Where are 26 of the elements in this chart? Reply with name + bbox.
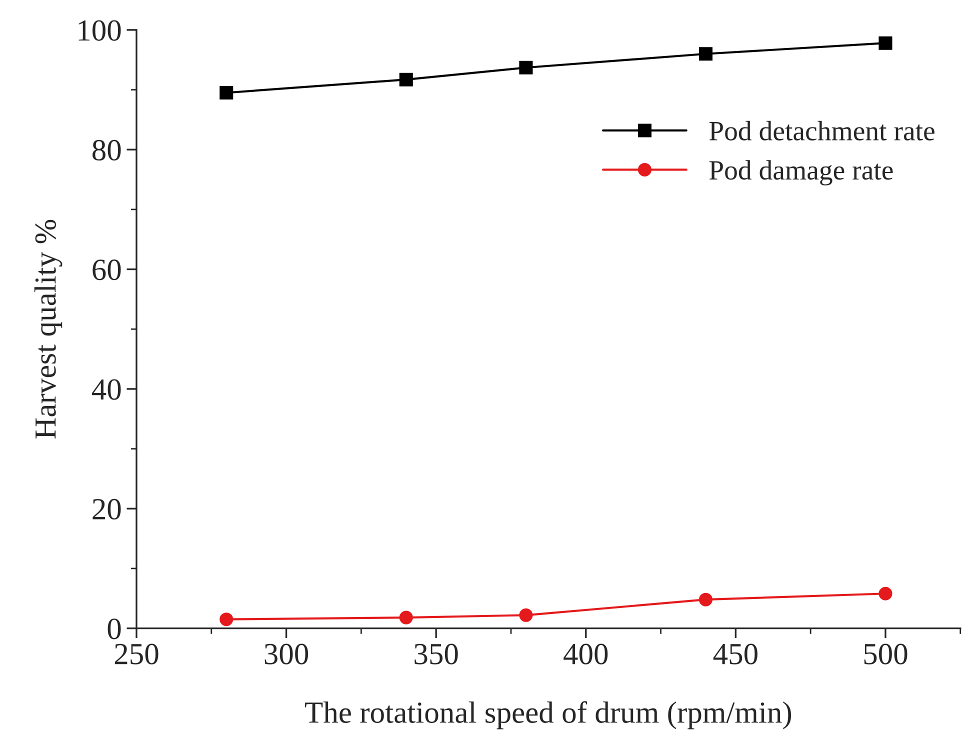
point bbox=[220, 86, 234, 100]
x-tick-label: 450 bbox=[713, 644, 758, 664]
x-tick-label: 350 bbox=[414, 644, 458, 664]
point bbox=[698, 592, 712, 606]
x-tick-label: 500 bbox=[864, 644, 908, 664]
x-tick-label: 300 bbox=[264, 644, 308, 664]
y-tick-label: 20 bbox=[92, 498, 121, 520]
point bbox=[399, 72, 413, 86]
y-tick-label: 0 bbox=[108, 618, 121, 640]
point bbox=[698, 47, 712, 61]
y-tick-label: 40 bbox=[92, 379, 121, 400]
point bbox=[399, 610, 413, 624]
y-tick-label: 100 bbox=[78, 20, 121, 41]
legend-label: Pod detachment rate bbox=[709, 120, 934, 140]
y-tick-label: 80 bbox=[92, 140, 121, 160]
point bbox=[220, 612, 234, 626]
legend-label: Pod damage rate bbox=[709, 160, 893, 186]
x-tick-label: 250 bbox=[114, 644, 158, 664]
y-tick-label: 60 bbox=[92, 260, 121, 280]
point bbox=[878, 36, 892, 50]
point bbox=[878, 586, 892, 600]
point bbox=[519, 608, 533, 622]
point bbox=[519, 60, 533, 74]
y-axis-title: Harvest quality % bbox=[34, 220, 62, 439]
x-axis-title: The rotational speed of drum (rpm/min) bbox=[305, 701, 792, 730]
x-tick-label: 400 bbox=[564, 644, 608, 664]
